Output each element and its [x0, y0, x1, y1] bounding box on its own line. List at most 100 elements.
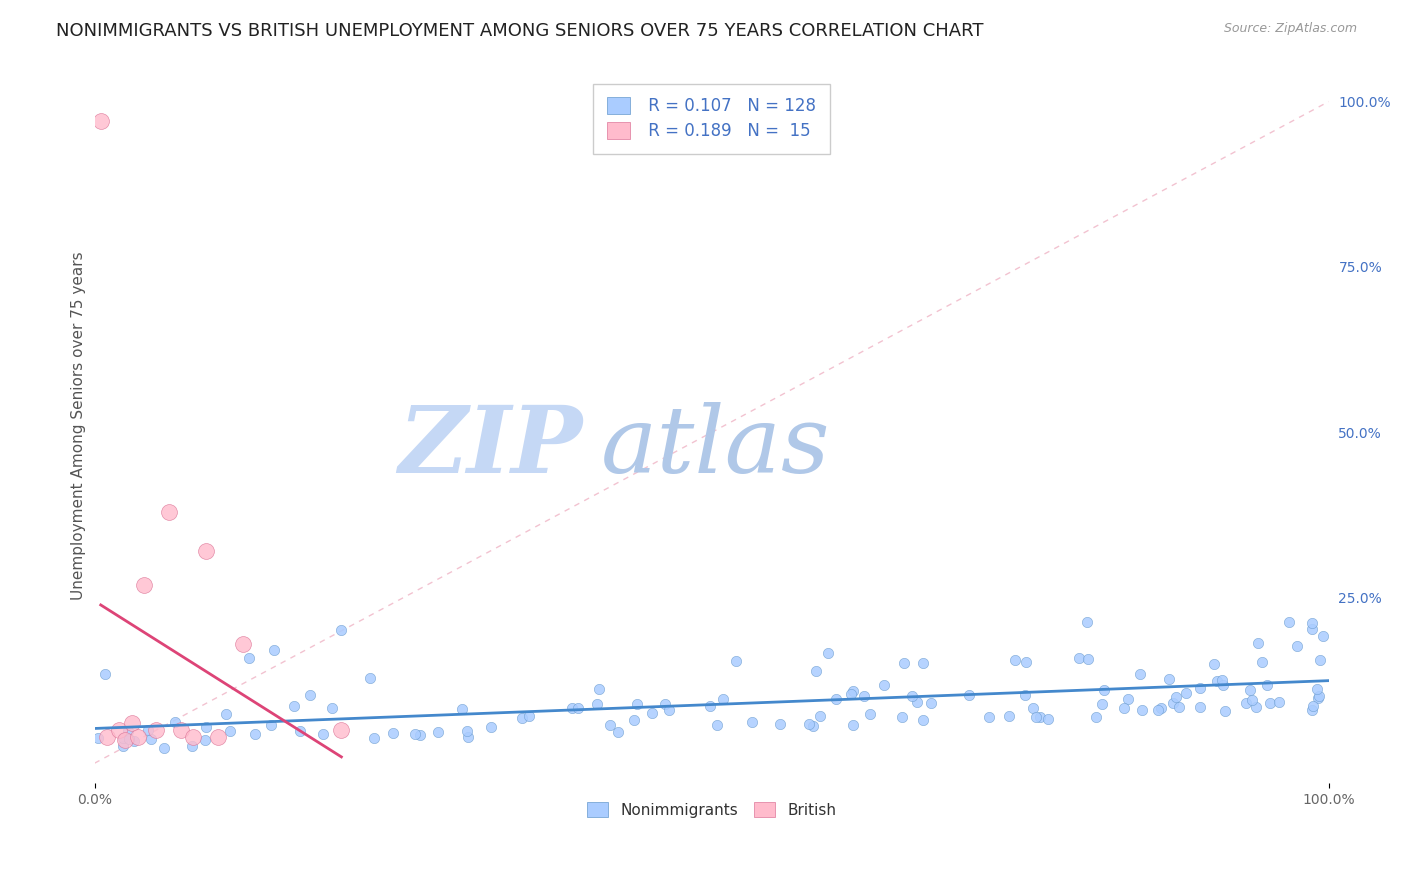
Point [94, 666, 117, 681]
Point [920, 696, 942, 710]
Point [214, 706, 236, 721]
Point [1239, 683, 1261, 698]
Point [1130, 702, 1153, 716]
Point [1116, 691, 1139, 706]
Point [808, 708, 831, 723]
Point [1206, 673, 1229, 688]
Point [1025, 710, 1047, 724]
Point [741, 714, 763, 729]
Point [1150, 701, 1173, 715]
Point [510, 711, 533, 725]
Point [567, 701, 589, 715]
Point [117, 732, 139, 747]
Point [1202, 657, 1225, 671]
Point [1067, 651, 1090, 665]
Point [893, 656, 915, 670]
Point [232, 637, 254, 651]
Point [1085, 710, 1108, 724]
Point [1036, 712, 1059, 726]
Point [259, 718, 281, 732]
Point [623, 713, 645, 727]
Point [457, 730, 479, 744]
Point [122, 734, 145, 748]
Point [1028, 710, 1050, 724]
Point [1278, 615, 1301, 629]
Point [998, 709, 1021, 723]
Point [839, 688, 862, 702]
Point [699, 699, 721, 714]
Point [381, 726, 404, 740]
Point [321, 701, 343, 715]
Point [207, 730, 229, 744]
Point [561, 701, 583, 715]
Point [804, 665, 827, 679]
Point [1301, 623, 1323, 637]
Point [1212, 678, 1234, 692]
Point [1268, 695, 1291, 709]
Point [117, 723, 139, 738]
Point [1251, 655, 1274, 669]
Point [1234, 696, 1257, 710]
Point [768, 717, 790, 731]
Point [1188, 681, 1211, 695]
Point [1309, 653, 1331, 667]
Point [852, 690, 875, 704]
Point [243, 727, 266, 741]
Point [842, 718, 865, 732]
Text: NONIMMIGRANTS VS BRITISH UNEMPLOYMENT AMONG SENIORS OVER 75 YEARS CORRELATION CH: NONIMMIGRANTS VS BRITISH UNEMPLOYMENT AM… [56, 22, 984, 40]
Point [1244, 700, 1267, 714]
Point [1164, 690, 1187, 704]
Point [163, 715, 186, 730]
Point [298, 688, 321, 702]
Point [1174, 685, 1197, 699]
Point [405, 727, 427, 741]
Point [1159, 672, 1181, 686]
Legend: Nonimmigrants, British: Nonimmigrants, British [579, 794, 844, 825]
Point [1305, 682, 1327, 697]
Point [1301, 616, 1323, 631]
Point [1308, 689, 1330, 703]
Point [219, 724, 242, 739]
Point [263, 642, 285, 657]
Point [1129, 667, 1152, 681]
Text: Source: ZipAtlas.com: Source: ZipAtlas.com [1223, 22, 1357, 36]
Point [517, 708, 540, 723]
Point [585, 697, 607, 711]
Point [654, 697, 676, 711]
Point [842, 684, 865, 698]
Point [359, 671, 381, 685]
Point [132, 577, 155, 591]
Point [1092, 682, 1115, 697]
Point [170, 723, 193, 738]
Point [1022, 701, 1045, 715]
Text: atlas: atlas [600, 402, 830, 492]
Point [905, 696, 928, 710]
Point [451, 701, 474, 715]
Point [1091, 698, 1114, 712]
Point [157, 505, 180, 519]
Point [1301, 703, 1323, 717]
Point [363, 731, 385, 746]
Point [194, 720, 217, 734]
Point [96, 730, 118, 744]
Point [1114, 701, 1136, 715]
Point [312, 727, 335, 741]
Point [112, 739, 135, 753]
Point [1161, 696, 1184, 710]
Point [588, 681, 610, 696]
Point [912, 714, 935, 728]
Point [114, 733, 136, 747]
Point [724, 654, 747, 668]
Point [626, 697, 648, 711]
Point [1306, 691, 1329, 706]
Point [1146, 703, 1168, 717]
Point [711, 691, 734, 706]
Point [121, 716, 143, 731]
Point [238, 651, 260, 665]
Point [1004, 653, 1026, 667]
Point [139, 732, 162, 747]
Point [138, 723, 160, 737]
Point [1312, 629, 1334, 643]
Point [599, 718, 621, 732]
Point [427, 724, 450, 739]
